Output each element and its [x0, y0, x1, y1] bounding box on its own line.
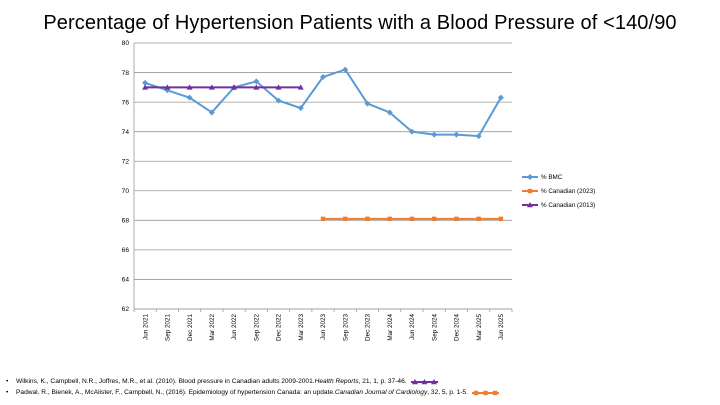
data-point: [411, 379, 418, 385]
legend-label: % Canadian (2013): [541, 202, 595, 209]
data-point: [386, 109, 393, 116]
reference-journal: Health Reports: [314, 378, 359, 385]
series: [320, 216, 504, 222]
data-point: [142, 79, 149, 86]
data-point: [231, 84, 238, 90]
axes: 62 64 66 68 70 72 74 76 78 80 Jun 2021 Sep 2021 Dec …: [122, 40, 513, 341]
data-point: [297, 84, 304, 90]
chart-title: Percentage of Hypertension Patients with…: [43, 12, 677, 34]
y-tick-label: 80: [122, 40, 130, 47]
data-point: [421, 379, 428, 385]
reference-legend-marker: [471, 390, 499, 395]
legend-item: % Canadian (2013): [522, 202, 595, 209]
data-point: [186, 84, 193, 90]
reference-item: • Wilkins, K., Campbell, N.R., Joffres, …: [6, 377, 718, 388]
series: [142, 66, 504, 140]
x-tick-label: Jun 2021: [142, 314, 149, 340]
data-point: [527, 174, 533, 180]
x-tick-label: Dec 2023: [365, 314, 372, 341]
x-tick-label: Mar 2023: [298, 314, 305, 341]
data-point: [253, 78, 260, 85]
data-point: [208, 84, 215, 90]
legend-item: % Canadian (2023): [522, 188, 595, 195]
data-point: [492, 390, 498, 395]
data-point: [453, 131, 460, 138]
series: [142, 84, 304, 90]
y-tick-label: 66: [122, 247, 130, 254]
data-point: [387, 216, 392, 222]
y-tick-label: 76: [122, 99, 130, 106]
legend-item: % BMC: [522, 174, 563, 181]
data-point: [476, 216, 481, 222]
legend-label: % Canadian (2023): [541, 188, 595, 195]
x-tick-label: Dec 2021: [187, 314, 194, 341]
x-tick-label: Sep 2024: [431, 314, 438, 341]
x-tick-label: Mar 2022: [209, 314, 216, 341]
data-point: [473, 390, 479, 395]
y-tick-label: 78: [122, 70, 130, 77]
y-tick-label: 72: [122, 158, 130, 165]
x-tick-label: Jun 2024: [409, 314, 416, 340]
data-point: [431, 131, 438, 138]
references: • Wilkins, K., Campbell, N.R., Joffres, …: [6, 377, 718, 398]
x-tick-label: Jun 2022: [231, 314, 238, 340]
reference-text: Wilkins, K., Campbell, N.R., Joffres, M.…: [16, 378, 315, 385]
x-tick-label: Jun 2025: [498, 314, 505, 340]
line-chart: 62 64 66 68 70 72 74 76 78 80 Jun 2021 Sep 2021 Dec …: [122, 40, 596, 341]
x-tick-label: Jun 2023: [320, 314, 327, 340]
legend-label: % BMC: [541, 174, 563, 181]
data-point: [275, 97, 282, 104]
reference-legend-marker: [410, 379, 438, 385]
reference-details: , 21, 1, p. 37-46.: [358, 378, 407, 385]
reference-journal: Canadian Journal of Cardiology: [334, 388, 428, 396]
y-tick-label: 62: [122, 306, 130, 313]
legend: % BMC % Canadian (2023) % Canadian (2013): [522, 174, 595, 209]
data-point: [430, 379, 437, 385]
data-point: [527, 202, 533, 208]
x-tick-label: Mar 2024: [387, 314, 394, 341]
data-point: [365, 216, 370, 222]
x-tick-label: Dec 2022: [276, 314, 283, 341]
data-point: [454, 216, 459, 222]
data-point: [475, 133, 482, 140]
data-point: [186, 94, 193, 101]
data-point: [408, 128, 415, 135]
data-point: [343, 216, 348, 222]
x-tick-label: Mar 2025: [476, 314, 483, 341]
data-point: [253, 84, 260, 90]
x-tick-label: Sep 2023: [342, 314, 349, 341]
series-group: [142, 66, 504, 222]
y-tick-label: 64: [122, 277, 130, 284]
data-point: [527, 188, 533, 194]
data-point: [142, 84, 149, 90]
y-tick-label: 70: [122, 188, 130, 195]
data-point: [409, 216, 415, 222]
y-tick-label: 68: [122, 218, 130, 225]
data-point: [164, 84, 171, 90]
data-point: [364, 100, 371, 107]
data-point: [275, 84, 282, 90]
y-tick-label: 74: [122, 129, 130, 136]
data-point: [297, 105, 304, 112]
data-point: [431, 216, 437, 222]
data-point: [342, 66, 349, 73]
data-point: [208, 109, 215, 116]
x-tick-label: Sep 2021: [165, 314, 172, 341]
x-tick-label: Dec 2024: [454, 314, 461, 341]
reference-text: Padwal, R., Bienek, A., McAlister, F., C…: [16, 388, 335, 396]
data-point: [320, 73, 326, 80]
data-point: [497, 94, 504, 101]
data-point: [320, 216, 326, 222]
x-tick-label: Sep 2022: [253, 314, 260, 341]
reference-details: , 32, 5, p. 1-5.: [427, 388, 468, 396]
data-point: [483, 390, 488, 395]
gridlines: [134, 42, 512, 310]
data-point: [498, 216, 504, 222]
reference-item: • Padwal, R., Bienek, A., McAlister, F.,…: [6, 388, 718, 399]
